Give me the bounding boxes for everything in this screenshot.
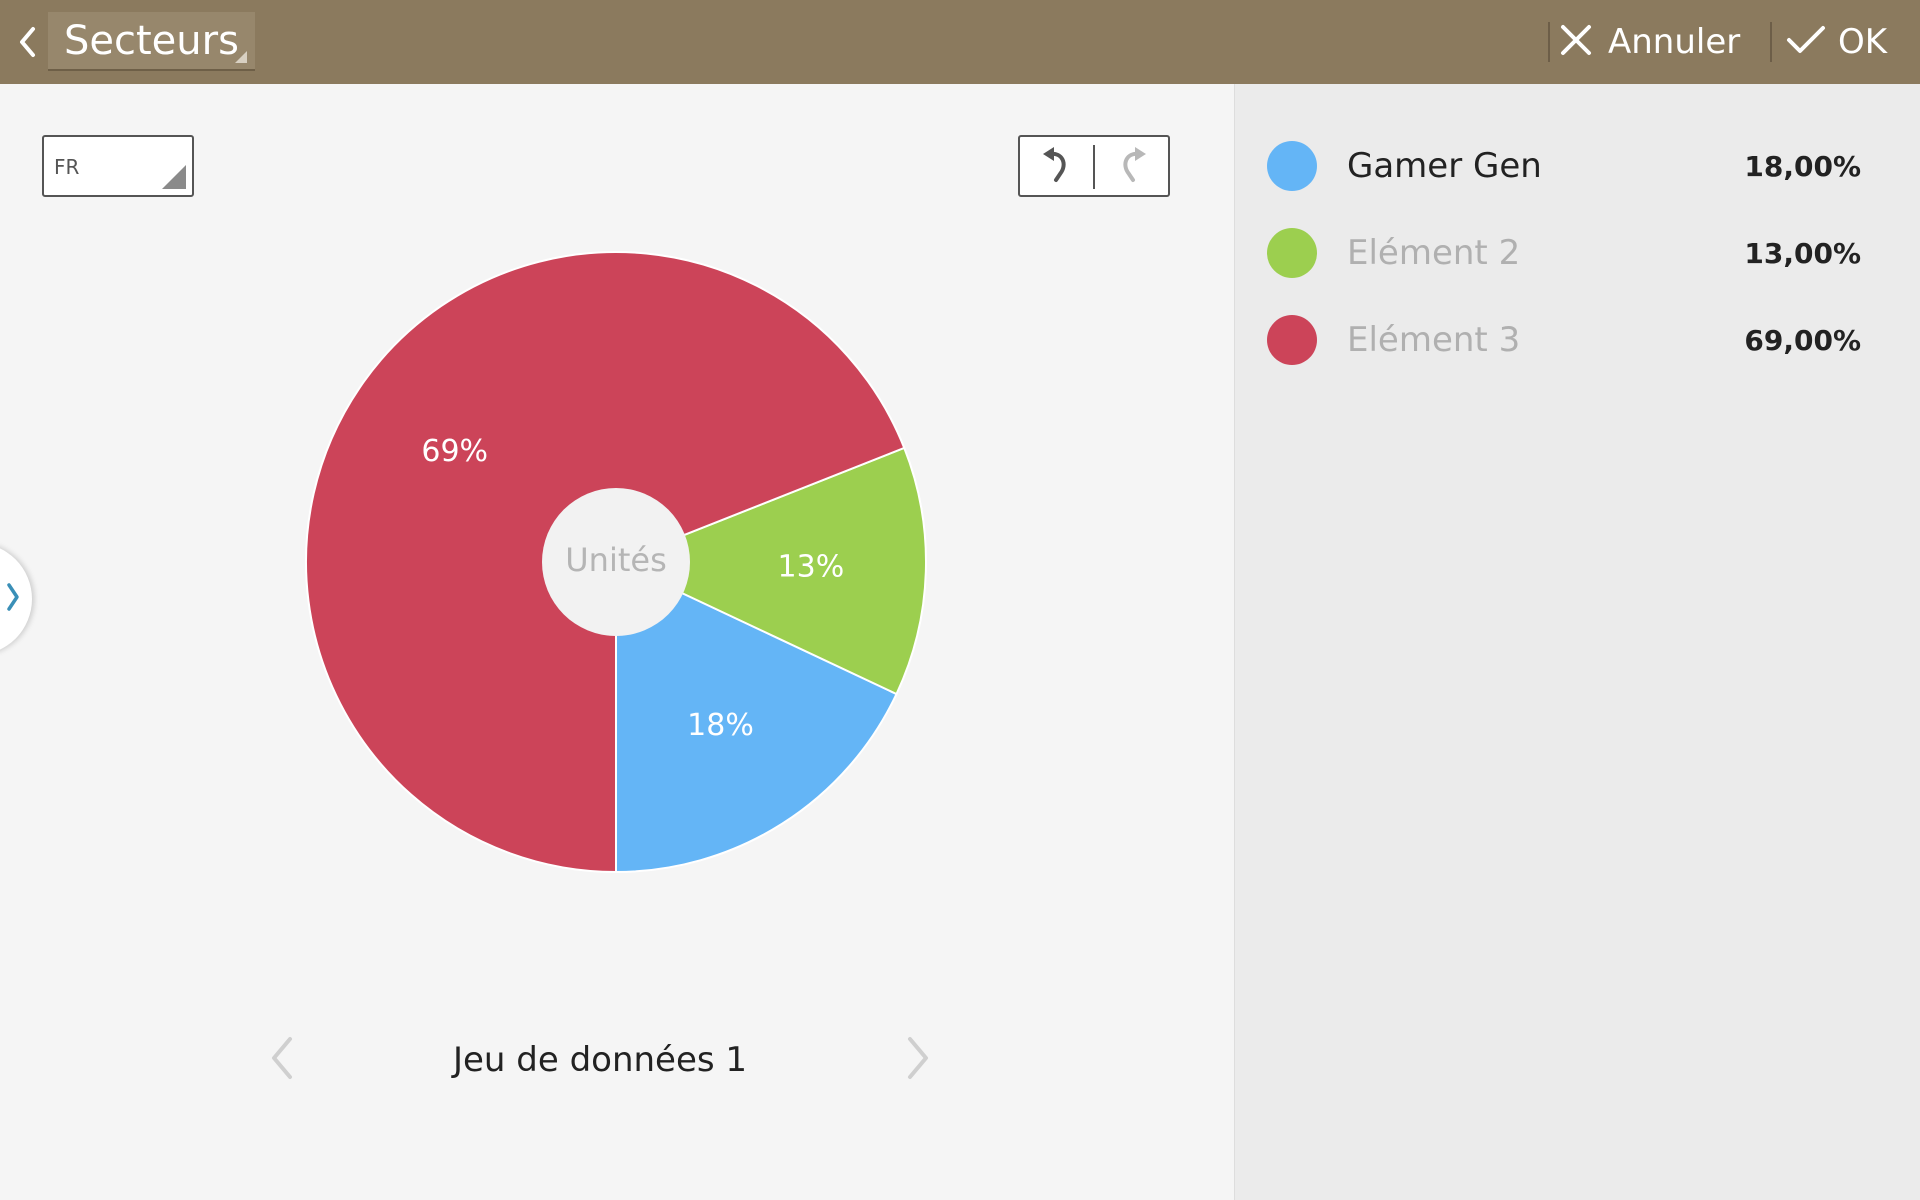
dropdown-corner-icon (162, 165, 186, 189)
legend-panel: Gamer Gen 18,00% Elément 2 13,00% Elémen… (1234, 84, 1920, 1200)
undo-button[interactable] (1020, 137, 1093, 195)
legend-item-name[interactable]: Elément 2 (1347, 233, 1521, 273)
page-title: Secteurs (64, 17, 239, 64)
legend-item-value[interactable]: 69,00% (1744, 323, 1861, 357)
ok-label: OK (1838, 22, 1888, 62)
language-value: FR (54, 155, 80, 179)
previous-dataset-button[interactable] (250, 1028, 314, 1092)
chart-type-spinner[interactable]: Secteurs (48, 12, 255, 71)
legend-item[interactable]: Elément 3 69,00% (1235, 300, 1920, 380)
undo-icon (1040, 144, 1074, 188)
close-icon (1560, 24, 1592, 60)
pie-slice[interactable] (615, 560, 898, 874)
chevron-right-icon (6, 582, 20, 616)
chevron-right-icon (906, 1036, 930, 1084)
ok-button[interactable]: OK (1786, 12, 1916, 72)
legend-swatch[interactable] (1267, 141, 1317, 191)
redo-button[interactable] (1095, 137, 1168, 195)
cancel-button[interactable]: Annuler (1560, 12, 1760, 72)
title-bar: Secteurs Annuler OK (0, 0, 1920, 84)
chevron-left-icon[interactable] (8, 12, 48, 72)
legend-item-value[interactable]: 18,00% (1744, 149, 1861, 183)
legend-swatch[interactable] (1267, 228, 1317, 278)
chart-panel: FR 18% 13% (0, 84, 1234, 1200)
toolbar-divider (1548, 22, 1550, 62)
undo-redo-separator (1093, 145, 1095, 189)
chevron-left-icon (270, 1036, 294, 1084)
dataset-label: Jeu de données 1 (452, 1040, 748, 1080)
back-button[interactable]: Secteurs (8, 12, 255, 72)
pie-chart[interactable]: 18% 13% 69% Unités (296, 242, 936, 882)
legend-swatch[interactable] (1267, 315, 1317, 365)
checkmark-icon (1786, 24, 1826, 60)
dataset-navigator: Jeu de données 1 (250, 1020, 950, 1100)
pie-center-hole (542, 488, 690, 636)
toolbar-divider (1770, 22, 1772, 62)
slice-percent-label: 69% (421, 434, 488, 469)
legend-item-name[interactable]: Elément 3 (1347, 320, 1521, 360)
pie-center-label: Unités (565, 541, 667, 579)
pie-slice[interactable] (613, 446, 927, 696)
side-drawer-handle[interactable] (0, 543, 32, 655)
undo-redo-group (1018, 135, 1170, 197)
language-select[interactable]: FR (42, 135, 194, 197)
cancel-label: Annuler (1608, 22, 1741, 62)
slice-percent-label: 13% (778, 550, 845, 585)
legend-item-name[interactable]: Gamer Gen (1347, 146, 1542, 186)
redo-icon (1115, 144, 1149, 188)
legend-item[interactable]: Elément 2 13,00% (1235, 213, 1920, 293)
spinner-corner-icon (234, 51, 247, 63)
slice-percent-label: 18% (687, 708, 754, 743)
legend-item[interactable]: Gamer Gen 18,00% (1235, 126, 1920, 206)
next-dataset-button[interactable] (886, 1028, 950, 1092)
legend-item-value[interactable]: 13,00% (1744, 236, 1861, 270)
